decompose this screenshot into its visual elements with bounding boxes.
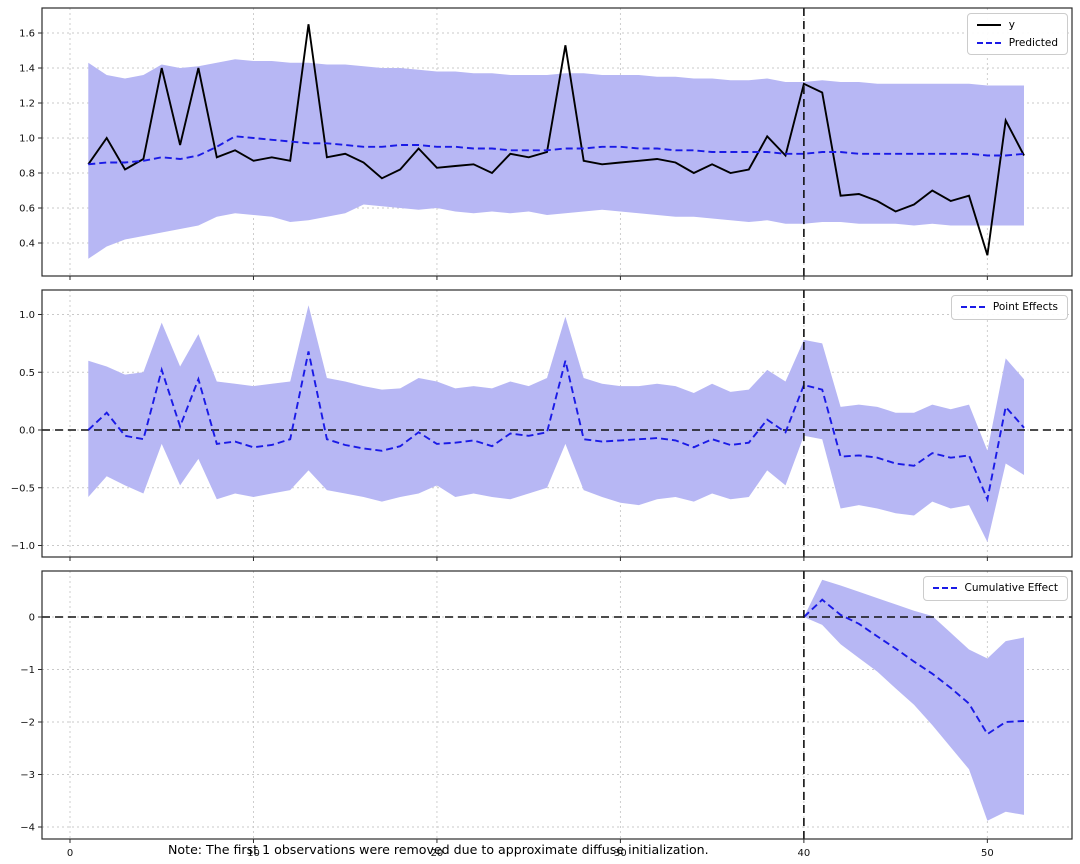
y-tick-label: 1.2 [19,99,35,110]
x-tick-label: 10 [247,848,260,859]
legend-label-cumulative-effect: Cumulative Effect [964,582,1059,594]
line-sample-point-effects [960,306,985,309]
y-tick-label: −3 [20,770,35,781]
y-tick-label: 1.0 [19,134,35,145]
y-tick-label: 1.6 [19,29,35,40]
note-text: Note: The first 1 observations were remo… [168,842,709,857]
y-tick-label: 1.0 [19,310,35,321]
x-tick-label: 40 [798,848,811,859]
y-tick-label: 0.6 [19,204,35,215]
legend-item-cumulative-effect: Cumulative Effect [932,582,1059,595]
y-tick-label: 0 [29,613,35,624]
line-sample-predicted [976,41,1001,44]
series-y [87,24,1025,256]
legend-item-point-effects: Point Effects [960,301,1058,314]
series-cumulative-effect [803,598,1025,736]
legend-label-predicted: Predicted [1008,36,1058,49]
legend-label-point-effects: Point Effects [992,301,1058,313]
y-tick-label: 0.4 [19,239,35,250]
y-tick-label: −1.0 [11,541,35,552]
legend-cumulative-effect: Cumulative Effect [922,576,1068,601]
panel-point-effects: −1.0 −0.5 0.0 0.5 1.0 [11,289,1073,561]
series-predicted [88,135,1025,166]
y-tick-label: 0.8 [19,169,35,180]
y-tick-label: 0.5 [19,368,35,379]
legend-item-y: y [976,19,1058,32]
series-point-effects [87,351,1025,503]
y-tick-label: −4 [20,823,35,834]
x-tick-label: 30 [614,848,627,859]
y-tick-label: −0.5 [11,483,35,494]
panel-cumulative-effect: −4 −3 −2 −1 0 0 10 20 30 40 50 [20,570,1073,859]
x-tick-label: 50 [981,848,994,859]
y-tick-label: 0.0 [19,426,35,437]
legend-label-y: y [1008,19,1015,31]
y-tick-label: 1.4 [19,64,35,75]
line-sample-observed [976,24,1001,27]
confidence-band-cumulative-effect [803,579,1024,821]
legend-item-predicted: Predicted [976,36,1058,50]
x-tick-label: 20 [431,848,444,859]
panel-original: 0.4 0.6 0.8 1.0 1.2 1.4 1.6 [19,7,1073,280]
x-tick-label: 0 [67,848,73,859]
confidence-band-point-effects [88,305,1025,542]
y-tick-label: −1 [20,665,35,676]
line-sample-cumulative-effect [932,587,957,590]
confidence-band-original [88,59,1025,259]
legend-point-effects: Point Effects [950,295,1068,320]
y-tick-label: −2 [20,718,35,729]
legend-original: y Predicted [966,13,1068,56]
